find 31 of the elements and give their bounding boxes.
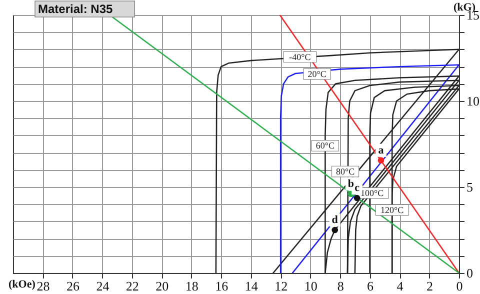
x-tick-label: 18: [185, 278, 198, 294]
y-tick-label: 10: [466, 94, 480, 108]
data-label: d: [332, 214, 338, 226]
x-tick-label: 10: [304, 278, 318, 294]
annotation: -40°C: [289, 52, 311, 62]
annotation: 120°C: [380, 205, 404, 216]
annotation: 60°C: [316, 140, 335, 151]
annotation: 80°C: [336, 166, 355, 177]
x-tick-label: 16: [215, 278, 229, 294]
data-label: c: [354, 182, 360, 194]
data-label: b: [348, 178, 354, 190]
annotation: 100°C: [360, 188, 384, 198]
x-tick-label: 6: [367, 278, 374, 294]
y-tick-label: 5: [466, 180, 473, 194]
y-axis-title: (kG): [454, 2, 476, 14]
x-tick-label: 22: [126, 278, 139, 294]
x-tick-label: 8: [337, 278, 344, 294]
x-tick-label: 0: [456, 278, 463, 294]
annotation: 20°C: [308, 68, 326, 79]
x-tick-label: 24: [96, 278, 110, 294]
y-tick-label: 0: [466, 266, 473, 280]
x-tick-label: 20: [156, 278, 169, 294]
x-tick-label: 14: [244, 278, 258, 294]
x-tick-label: 12: [274, 278, 288, 294]
x-tick-label: 2: [426, 278, 434, 294]
x-tick-label: 26: [66, 278, 80, 294]
data-label: a: [378, 144, 384, 156]
x-axis-title: (kOe): [8, 278, 36, 290]
x-tick-label: 28: [36, 278, 50, 294]
x-tick-label: 4: [396, 278, 404, 294]
annotation: Material: N35: [38, 2, 114, 16]
